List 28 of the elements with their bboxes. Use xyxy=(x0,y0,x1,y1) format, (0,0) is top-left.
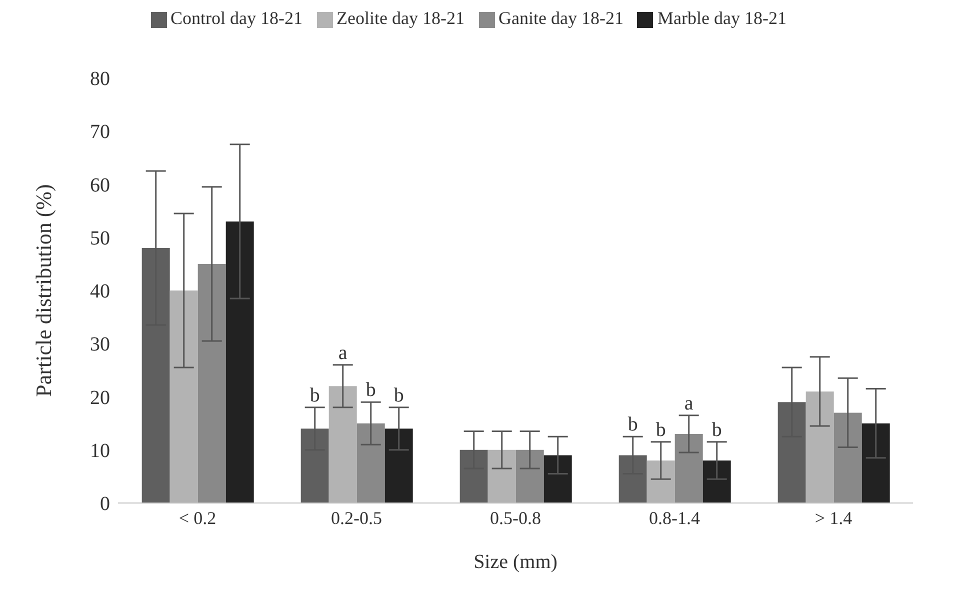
data-label: b xyxy=(310,384,320,406)
data-label: b xyxy=(712,418,722,441)
x-tick-label: > 1.4 xyxy=(814,508,852,528)
data-label: b xyxy=(656,418,666,441)
y-tick-label: 10 xyxy=(90,440,110,462)
y-tick-label: 60 xyxy=(90,174,110,196)
y-tick-label: 50 xyxy=(90,227,110,250)
y-tick-label: 80 xyxy=(90,68,110,90)
x-tick-label: 0.8-1.4 xyxy=(649,508,700,528)
x-tick-label: 0.5-0.8 xyxy=(490,508,541,528)
y-tick-label: 20 xyxy=(90,386,110,409)
y-tick-label: 30 xyxy=(90,334,110,356)
data-label: a xyxy=(684,392,694,414)
x-tick-label: < 0.2 xyxy=(178,508,216,528)
y-tick-label: 0 xyxy=(100,493,110,516)
legend-label: Ganite day 18-21 xyxy=(498,8,624,28)
data-label: b xyxy=(366,379,376,402)
x-tick-label: 0.2-0.5 xyxy=(331,508,382,528)
data-label: b xyxy=(628,414,638,436)
legend-label: Control day 18-21 xyxy=(170,8,303,28)
legend-label: Zeolite day 18-21 xyxy=(336,8,465,28)
data-label: b xyxy=(394,384,404,406)
data-label: a xyxy=(338,342,348,364)
legend-label: Marble day 18-21 xyxy=(657,8,786,28)
y-axis-title: Particle distribution (%) xyxy=(30,184,56,397)
x-axis-title: Size (mm) xyxy=(474,551,558,573)
y-tick-label: 70 xyxy=(90,121,110,144)
y-tick-label: 40 xyxy=(90,280,110,303)
